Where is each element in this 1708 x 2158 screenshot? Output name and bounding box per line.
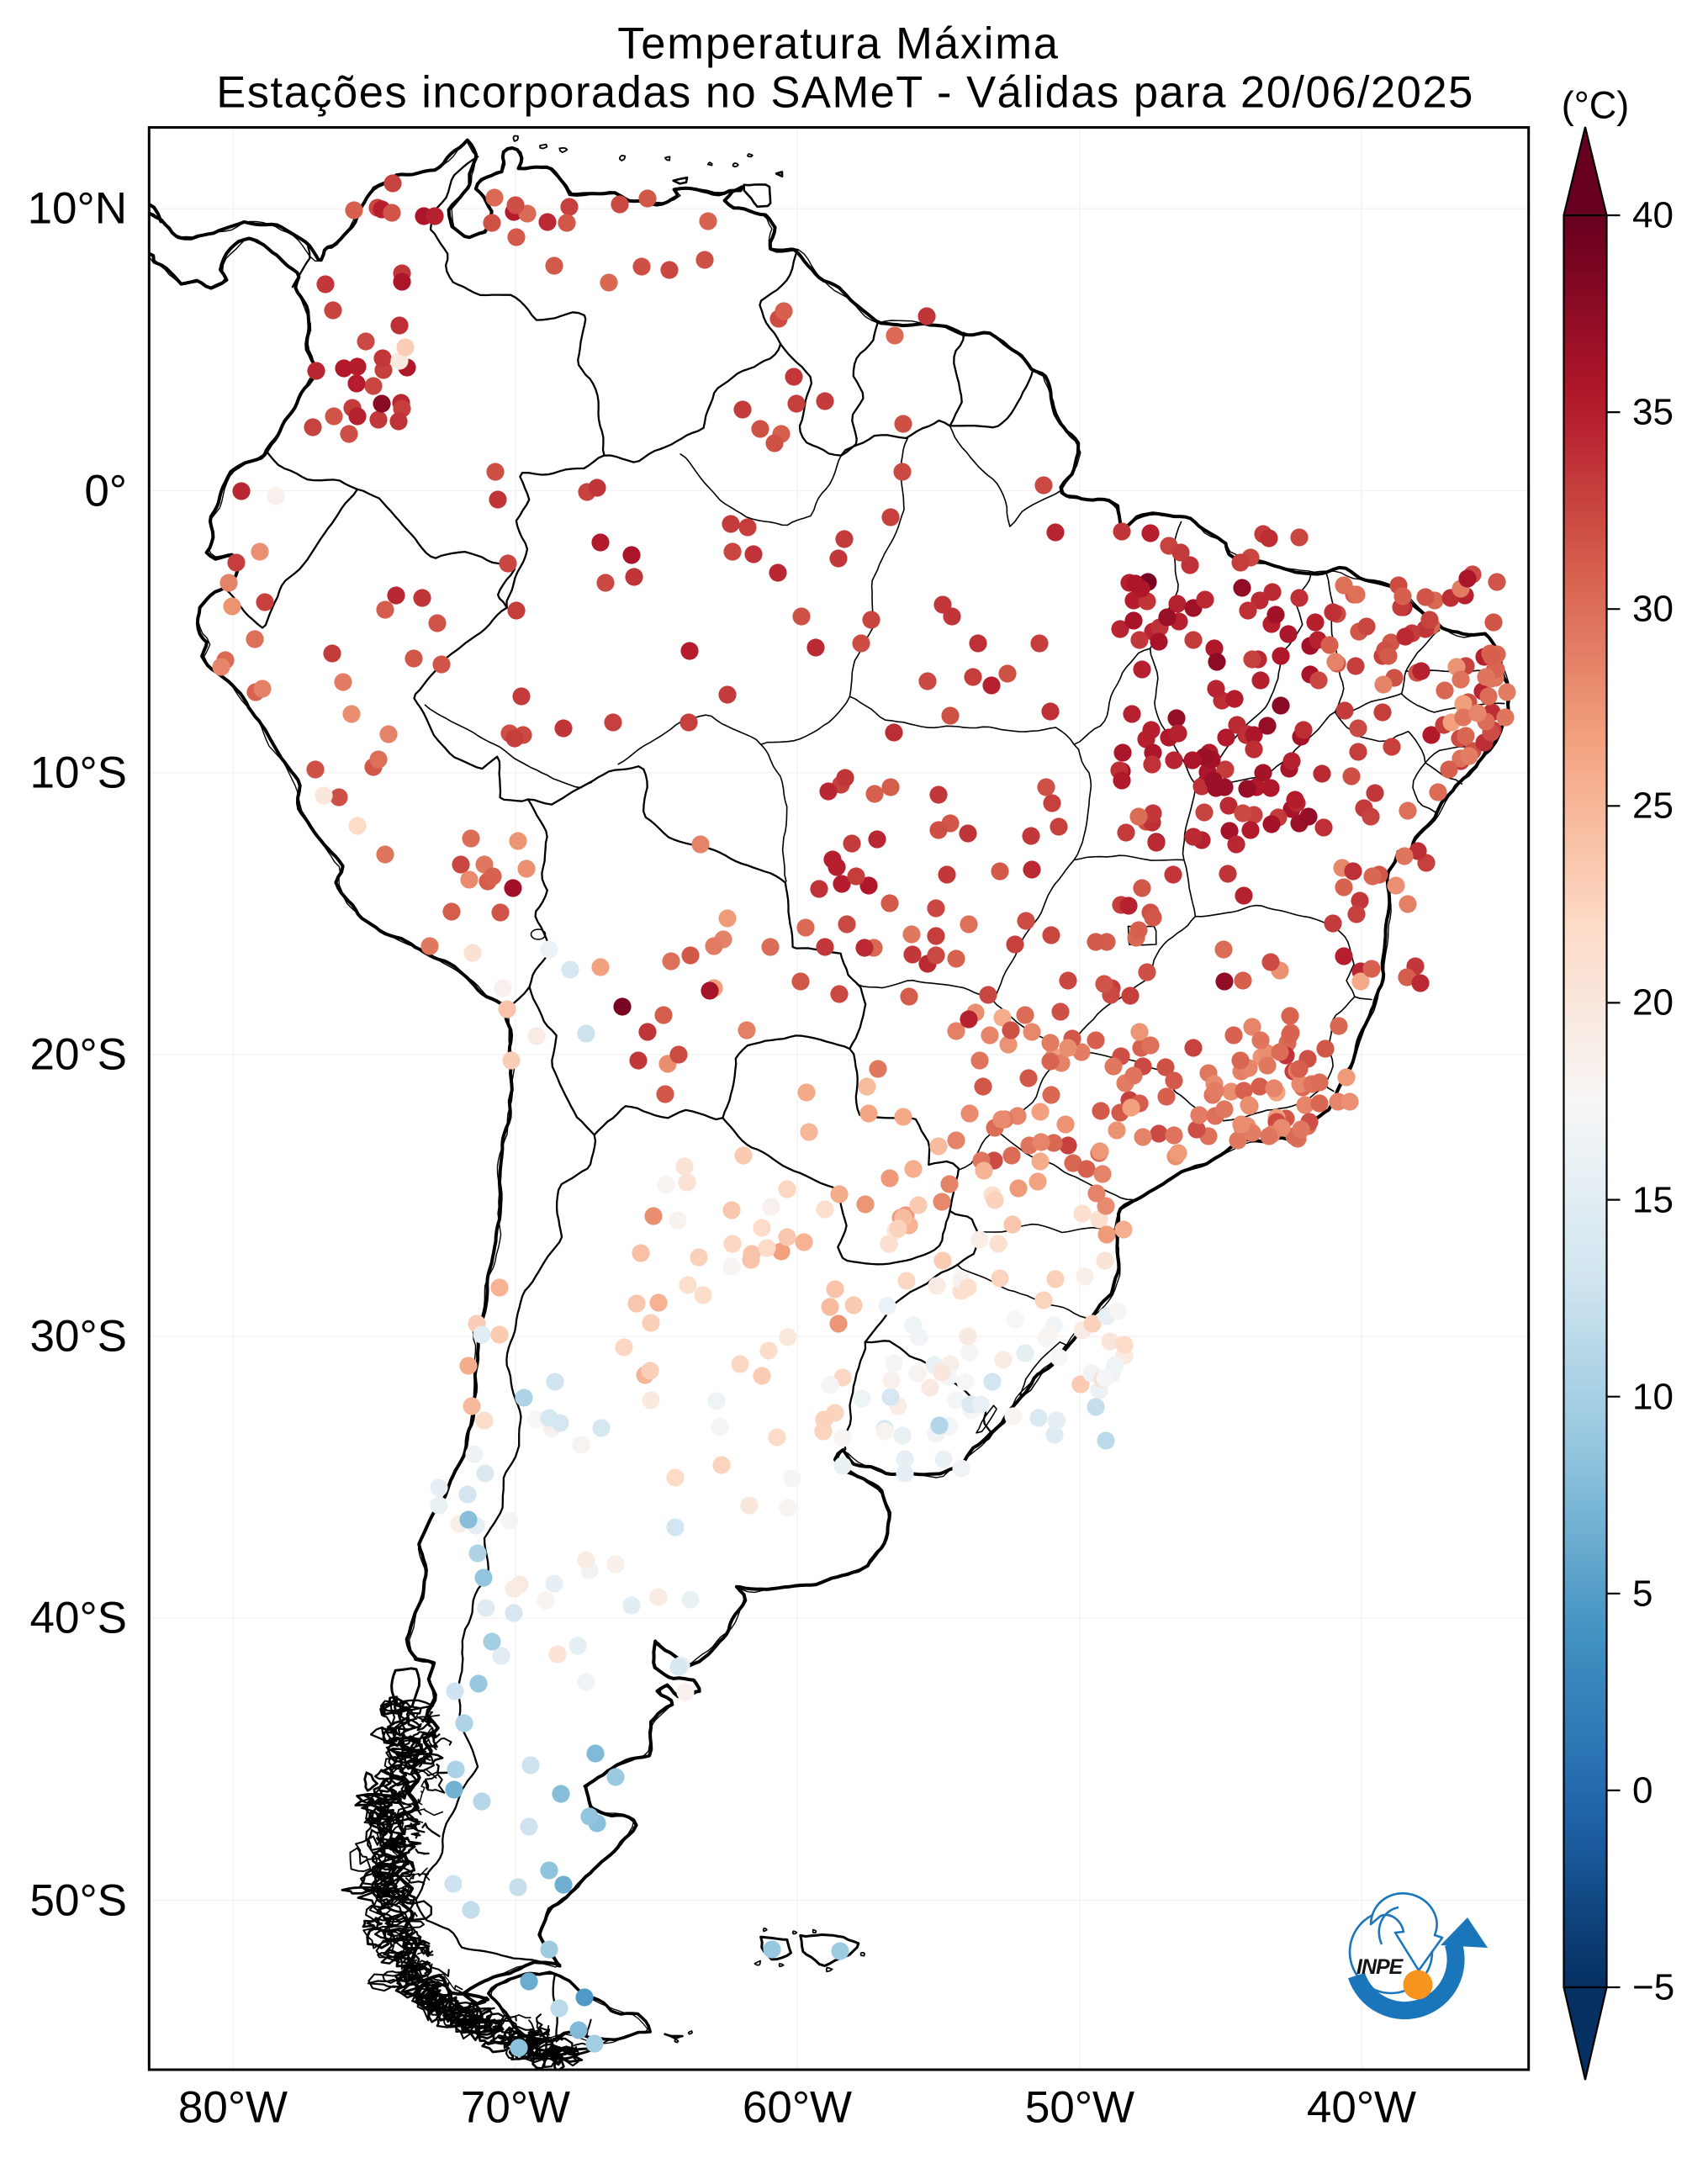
svg-text:Estações incorporadas no SAMeT: Estações incorporadas no SAMeT - Válidas… [216,68,1474,118]
svg-text:20°S: 20°S [30,1030,128,1080]
svg-text:40°S: 40°S [30,1594,128,1643]
svg-text:INPE: INPE [1356,1955,1404,1979]
svg-text:0: 0 [1632,1770,1652,1812]
svg-text:80°W: 80°W [178,2083,288,2133]
svg-text:35: 35 [1632,392,1674,433]
svg-text:20: 20 [1632,982,1674,1023]
svg-text:10: 10 [1632,1377,1674,1418]
svg-text:25: 25 [1632,785,1674,827]
svg-text:70°W: 70°W [461,2083,570,2133]
svg-text:−5: −5 [1632,1967,1674,2008]
svg-text:40: 40 [1632,195,1674,236]
svg-text:(°C): (°C) [1562,84,1629,127]
svg-text:15: 15 [1632,1180,1674,1221]
svg-text:10°S: 10°S [30,748,128,798]
svg-text:30°S: 30°S [30,1312,128,1362]
svg-text:40°W: 40°W [1307,2083,1416,2133]
svg-text:5: 5 [1632,1574,1652,1615]
svg-text:Temperatura Máxima: Temperatura Máxima [617,19,1060,69]
svg-text:50°W: 50°W [1025,2083,1134,2133]
svg-text:10°N: 10°N [28,184,127,234]
svg-text:30: 30 [1632,589,1674,630]
svg-text:50°S: 50°S [30,1876,128,1926]
svg-text:60°W: 60°W [743,2083,852,2133]
svg-text:0°: 0° [84,467,127,516]
